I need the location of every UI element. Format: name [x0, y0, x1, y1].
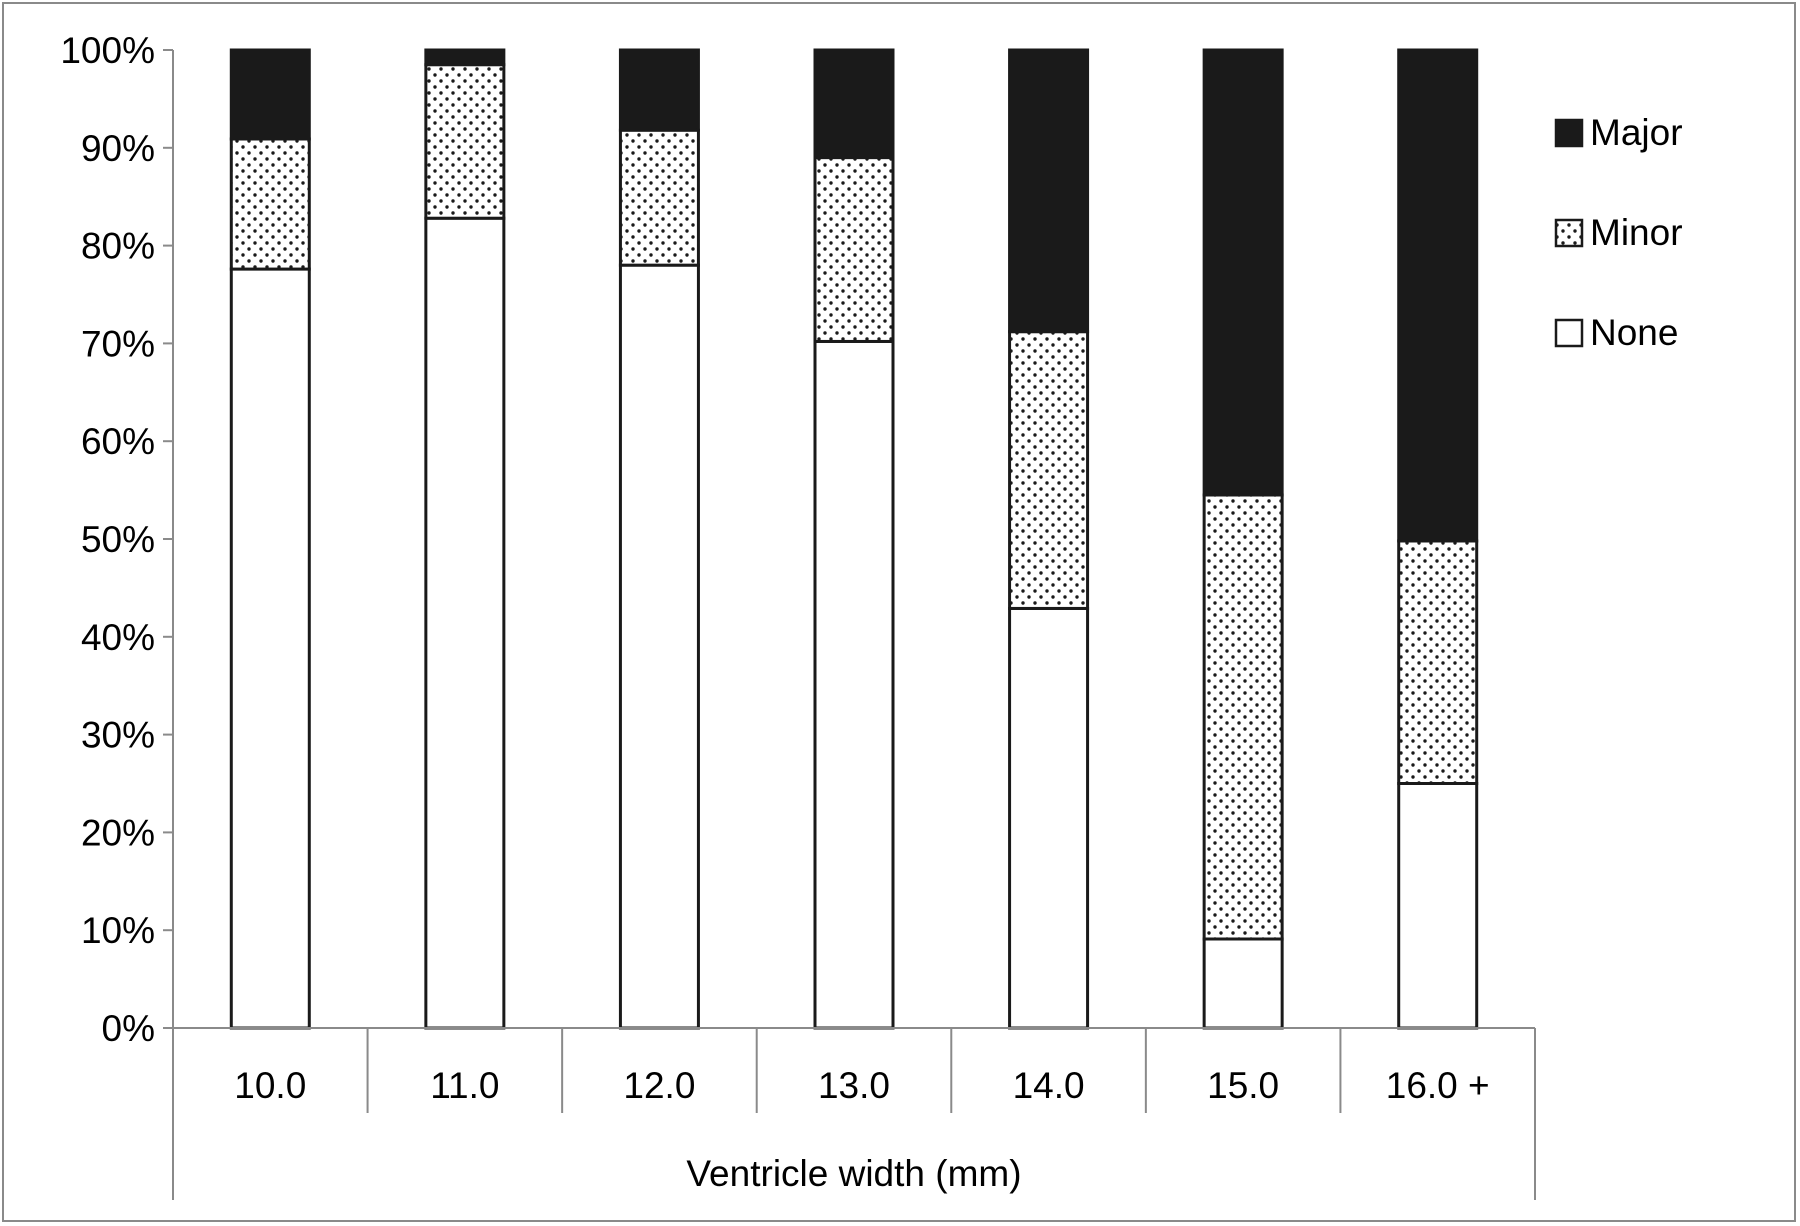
- bar-segment-none-2: [424, 216, 506, 1030]
- x-tick-label: 11.0: [430, 1065, 499, 1106]
- y-tick-label: 0%: [102, 1008, 155, 1049]
- bar-segment-none-4: [813, 339, 895, 1030]
- x-tick-label: 14.0: [1013, 1065, 1085, 1106]
- y-tick-label: 60%: [81, 421, 155, 462]
- bar-segment-none-5: [1008, 606, 1090, 1030]
- bar-segment-minor-1: [229, 137, 311, 271]
- x-tick-label: 13.0: [818, 1065, 890, 1106]
- legend-label-major: Major: [1590, 112, 1683, 153]
- bar-segment-major-6: [1202, 48, 1284, 497]
- x-tick-label: 16.0 +: [1386, 1065, 1490, 1106]
- x-tick-label: 15.0: [1207, 1065, 1279, 1106]
- legend-label-none: None: [1590, 312, 1678, 353]
- y-tick-label: 50%: [81, 519, 155, 560]
- bar-segment-none-7: [1397, 782, 1479, 1030]
- x-ticks-layer: 10.0 11.0 12.0 13.0 14.0 15.0 16.0 +: [172, 1028, 1536, 1200]
- bar-segment-none-3: [618, 263, 700, 1030]
- bar-segment-minor-7: [1397, 539, 1479, 785]
- x-tick-label: 10.0: [234, 1065, 306, 1106]
- legend-swatch-major: [1554, 118, 1584, 148]
- y-tick-label: 30%: [81, 715, 155, 756]
- y-tick-label: 70%: [81, 323, 155, 364]
- bar-segment-minor-3: [618, 128, 700, 267]
- bar-segment-major-3: [618, 48, 700, 132]
- y-tick-label: 40%: [81, 617, 155, 658]
- x-tick-label: 12.0: [623, 1065, 695, 1106]
- legend-swatch-none: [1554, 318, 1584, 348]
- bar-segment-minor-6: [1202, 493, 1284, 941]
- bar-segment-none-1: [229, 267, 311, 1030]
- legend: Major Minor None: [1554, 112, 1683, 353]
- bar-segment-major-2: [424, 48, 506, 67]
- y-ticks-layer: 0% 10% 20% 30% 40% 50% 60% 70% 80% 90% 100%: [60, 30, 173, 1049]
- bar-segment-minor-4: [813, 156, 895, 343]
- y-tick-label: 10%: [81, 910, 155, 951]
- bar-segment-major-5: [1008, 48, 1090, 334]
- y-tick-label: 90%: [81, 128, 155, 169]
- bar-segment-major-1: [229, 48, 311, 141]
- legend-swatch-minor: [1554, 218, 1584, 248]
- y-tick-label: 100%: [60, 30, 155, 71]
- bar-segment-minor-2: [424, 63, 506, 220]
- bar-segment-major-7: [1397, 48, 1479, 543]
- legend-label-minor: Minor: [1590, 212, 1683, 253]
- y-tick-label: 80%: [81, 226, 155, 267]
- bar-segment-major-4: [813, 48, 895, 160]
- bar-segment-none-6: [1202, 937, 1284, 1030]
- bar-segment-minor-5: [1008, 330, 1090, 610]
- y-tick-label: 20%: [81, 812, 155, 853]
- bars-layer: [229, 48, 1479, 1030]
- x-axis-title: Ventricle width (mm): [686, 1153, 1021, 1194]
